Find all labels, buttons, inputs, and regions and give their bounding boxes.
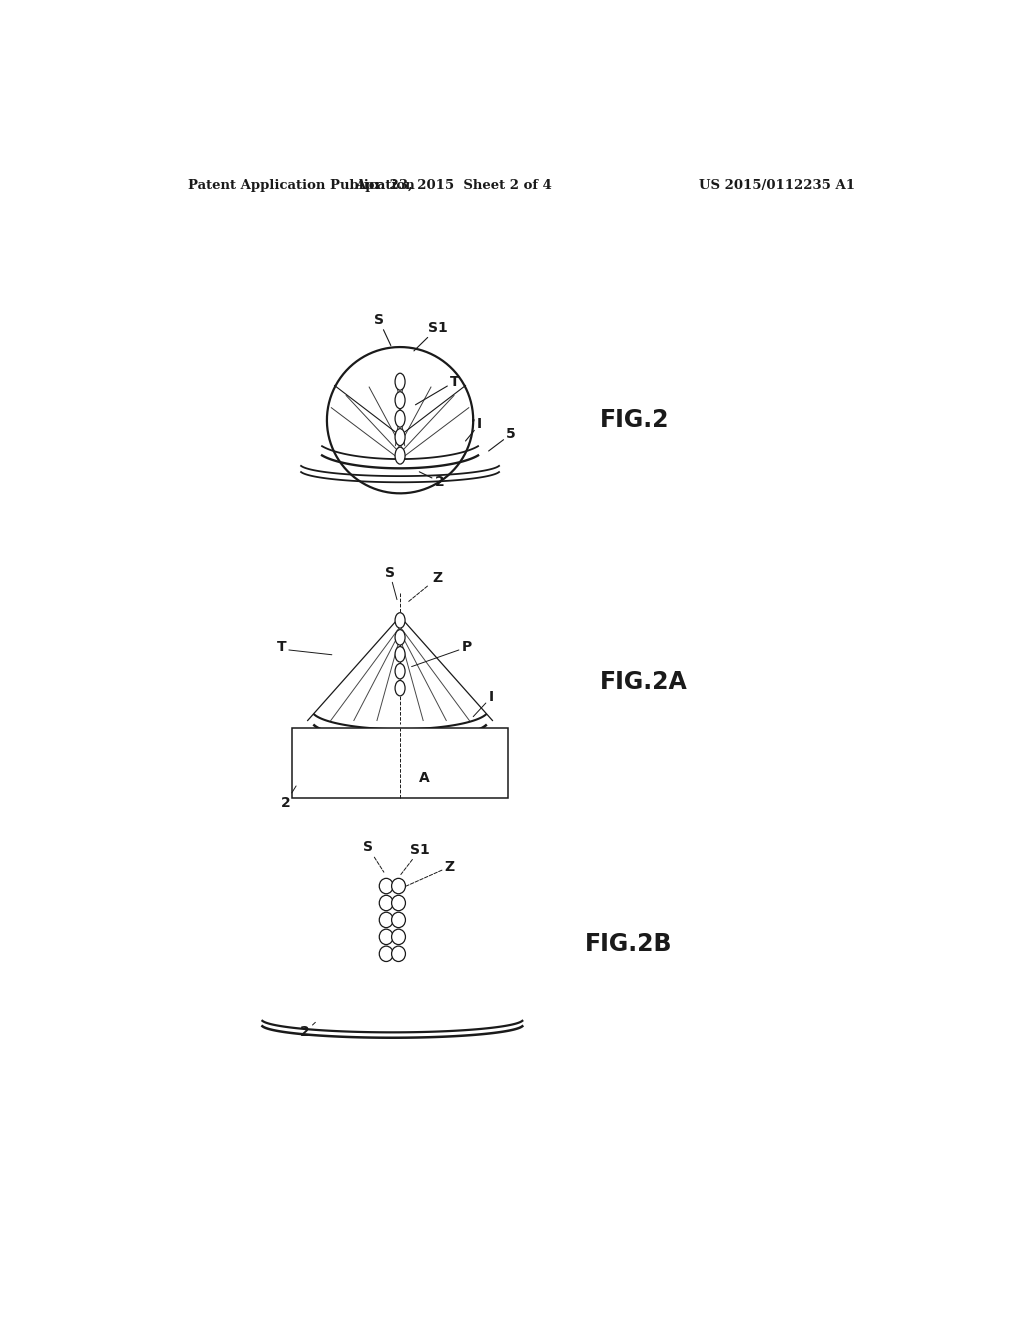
Text: Z: Z <box>407 859 455 886</box>
Ellipse shape <box>391 912 406 928</box>
Ellipse shape <box>379 929 393 945</box>
Ellipse shape <box>379 946 393 961</box>
Ellipse shape <box>379 895 393 911</box>
Text: S: S <box>374 313 391 346</box>
Text: FIG.2A: FIG.2A <box>600 671 688 694</box>
Text: FIG.2B: FIG.2B <box>585 932 673 956</box>
Text: S: S <box>364 841 384 873</box>
Bar <box>292 729 508 797</box>
Text: Z: Z <box>409 572 442 602</box>
Ellipse shape <box>395 664 406 678</box>
Text: S1: S1 <box>414 321 447 351</box>
Ellipse shape <box>391 895 406 911</box>
Text: FIG.2: FIG.2 <box>600 408 670 432</box>
Text: Patent Application Publication: Patent Application Publication <box>188 178 415 191</box>
Ellipse shape <box>391 929 406 945</box>
Ellipse shape <box>395 429 406 446</box>
Text: I: I <box>466 417 482 441</box>
Text: I: I <box>473 690 494 717</box>
Ellipse shape <box>395 411 406 428</box>
Ellipse shape <box>391 946 406 961</box>
Text: 2: 2 <box>281 785 296 809</box>
Text: 2: 2 <box>419 471 444 488</box>
Ellipse shape <box>395 681 406 696</box>
Text: 5: 5 <box>488 426 516 451</box>
Text: T: T <box>416 375 460 405</box>
Text: Apr. 23, 2015  Sheet 2 of 4: Apr. 23, 2015 Sheet 2 of 4 <box>355 178 552 191</box>
Text: S1: S1 <box>400 842 430 875</box>
Ellipse shape <box>395 392 406 409</box>
Ellipse shape <box>395 374 406 391</box>
Ellipse shape <box>395 647 406 663</box>
Ellipse shape <box>391 878 406 894</box>
Ellipse shape <box>379 912 393 928</box>
Text: T: T <box>276 640 287 655</box>
Text: P: P <box>412 640 472 667</box>
Ellipse shape <box>379 878 393 894</box>
Text: US 2015/0112235 A1: US 2015/0112235 A1 <box>699 178 855 191</box>
Text: A: A <box>419 771 430 785</box>
Text: 2: 2 <box>300 1022 315 1039</box>
Text: S: S <box>385 565 397 599</box>
Ellipse shape <box>395 612 406 628</box>
Ellipse shape <box>395 447 406 465</box>
Ellipse shape <box>395 630 406 645</box>
